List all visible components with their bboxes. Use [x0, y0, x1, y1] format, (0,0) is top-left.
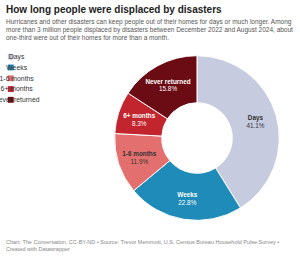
svg-text:11.9%: 11.9%: [131, 158, 149, 165]
svg-text:Never returned: Never returned: [0, 96, 40, 103]
svg-text:Days: Days: [9, 53, 25, 61]
svg-text:Weeks: Weeks: [177, 191, 197, 198]
html-text:Chart: The Conversation, CC-BY: Chart: The Conversation, CC-BY-ND • Sour…: [6, 239, 280, 252]
svg-text:22.8%: 22.8%: [178, 199, 196, 206]
svg-text:6+ months: 6+ months: [123, 112, 155, 119]
svg-text:41.1%: 41.1%: [246, 122, 264, 129]
svg-text:15.8%: 15.8%: [159, 85, 177, 92]
svg-text:8.3%: 8.3%: [132, 120, 147, 127]
svg-text:Never returned: Never returned: [145, 78, 190, 85]
svg-text:Weeks: Weeks: [6, 64, 27, 71]
html-text:Hurricanes and other disasters: Hurricanes and other disasters can keep …: [6, 18, 293, 41]
html-text:How long people were displaced: How long people were displaced by disast…: [6, 4, 222, 15]
svg-text:Days: Days: [248, 114, 264, 122]
svg-text:6+ months: 6+ months: [1, 85, 34, 92]
svg-text:1-6 months: 1-6 months: [0, 75, 34, 82]
svg-text:1-6 months: 1-6 months: [122, 150, 156, 157]
